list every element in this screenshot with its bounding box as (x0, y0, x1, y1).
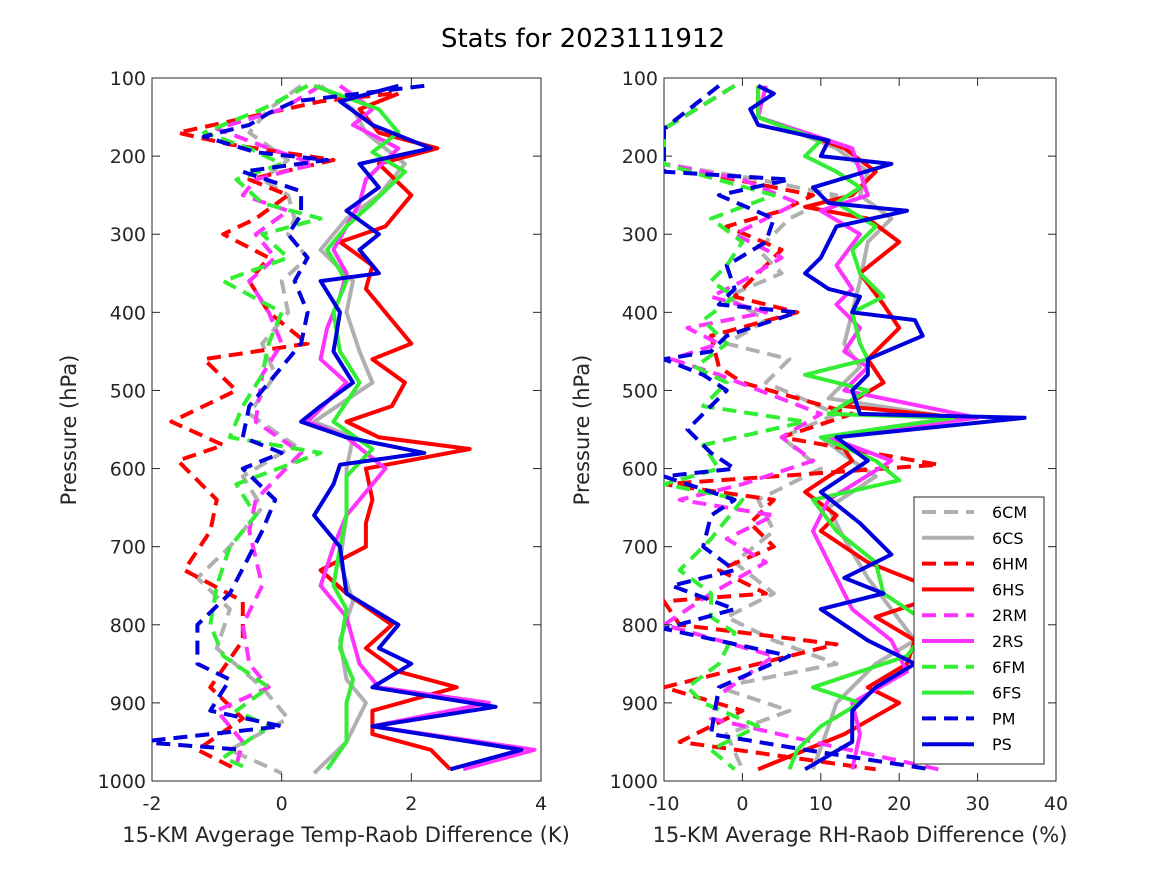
right-x-tick-label: -10 (648, 793, 679, 815)
left-y-tick-label: 100 (110, 68, 146, 90)
left-series-pm (152, 83, 425, 752)
right-series-6fs (756, 85, 957, 771)
legend-label-6hm: 6HM (992, 555, 1028, 574)
left-panel: -2 0 2 4 100 200 300 400 500 600 700 800 900 1000 15-… (57, 68, 570, 847)
left-tick-group: -2 0 2 4 100 200 300 400 500 600 700 800 900 1000 (98, 68, 547, 815)
right-y-tick-label: 500 (622, 380, 658, 402)
legend-label-6cs: 6CS (992, 529, 1024, 548)
right-x-tick-label: 20 (887, 793, 911, 815)
right-y-tick-label: 900 (622, 693, 658, 715)
left-y-tick-label: 400 (110, 302, 146, 324)
right-x-axis-label: 15-KM Average RH-Raob Difference (%) (653, 823, 1068, 847)
right-series-pm (664, 84, 931, 772)
left-series-6hm (169, 91, 393, 772)
right-y-tick-label: 1000 (610, 771, 658, 793)
left-y-axis-label: Pressure (hPa) (57, 355, 81, 506)
right-y-tick-label: 300 (622, 224, 658, 246)
left-x-tick-label: 2 (405, 793, 417, 815)
left-y-tick-label: 200 (110, 146, 146, 168)
chart-title: Stats for 2023111912 (441, 24, 725, 54)
legend-label-2rs: 2RS (992, 632, 1023, 651)
right-x-tick-label: 0 (736, 793, 748, 815)
right-series-ps (748, 84, 1027, 772)
legend-label-6fm: 6FM (992, 658, 1025, 677)
left-series-6hs (318, 91, 472, 771)
right-y-tick-label: 100 (622, 68, 658, 90)
legend-label-pm: PM (992, 709, 1015, 728)
right-y-tick-label: 600 (622, 459, 658, 481)
right-series-6fm (664, 84, 808, 771)
right-y-tick-label: 800 (622, 615, 658, 637)
right-series-group (664, 84, 1027, 772)
left-x-axis-label: 15-KM Avgerage Temp-Raob Difference (K) (122, 823, 570, 847)
right-panel: -10 0 10 20 30 40 100 200 300 400 500 600 700 800 900 1… (570, 68, 1068, 847)
left-series-ps (299, 83, 524, 772)
legend-label-2rm: 2RM (992, 606, 1027, 625)
left-y-tick-label: 800 (110, 615, 146, 637)
right-x-tick-label: 40 (1044, 793, 1068, 815)
left-x-tick-label: 0 (276, 793, 288, 815)
left-x-tick-label: -2 (143, 793, 162, 815)
legend-label-ps: PS (992, 735, 1012, 754)
right-x-tick-label: 30 (966, 793, 990, 815)
left-series-6fs (313, 83, 407, 771)
right-series-2rs (756, 85, 980, 770)
left-series-6fm (201, 84, 323, 772)
left-series-group (152, 83, 537, 776)
legend-label-6hs: 6HS (992, 580, 1024, 599)
right-y-tick-label: 400 (622, 302, 658, 324)
legend-label-6fs: 6FS (992, 684, 1021, 703)
right-y-tick-label: 700 (622, 537, 658, 559)
right-x-tick-label: 10 (809, 793, 833, 815)
left-y-tick-label: 600 (110, 459, 146, 481)
left-y-tick-label: 300 (110, 224, 146, 246)
left-y-tick-label: 900 (110, 693, 146, 715)
right-series-2rm (664, 84, 939, 772)
left-series-6cm (195, 84, 310, 776)
left-x-tick-label: 4 (535, 793, 547, 815)
right-y-axis-label: Pressure (hPa) (570, 355, 594, 506)
right-tick-group: -10 0 10 20 30 40 100 200 300 400 500 600 700 800 900 1… (610, 68, 1068, 815)
left-y-tick-label: 700 (110, 537, 146, 559)
left-y-tick-label: 500 (110, 380, 146, 402)
right-y-tick-label: 200 (622, 146, 658, 168)
left-y-tick-label: 1000 (98, 771, 146, 793)
legend: 6CM 6CS 6HM 6HS 2RM 2RS 6FM 6FS PM PS (913, 496, 1045, 765)
legend-label-6cm: 6CM (992, 503, 1027, 522)
